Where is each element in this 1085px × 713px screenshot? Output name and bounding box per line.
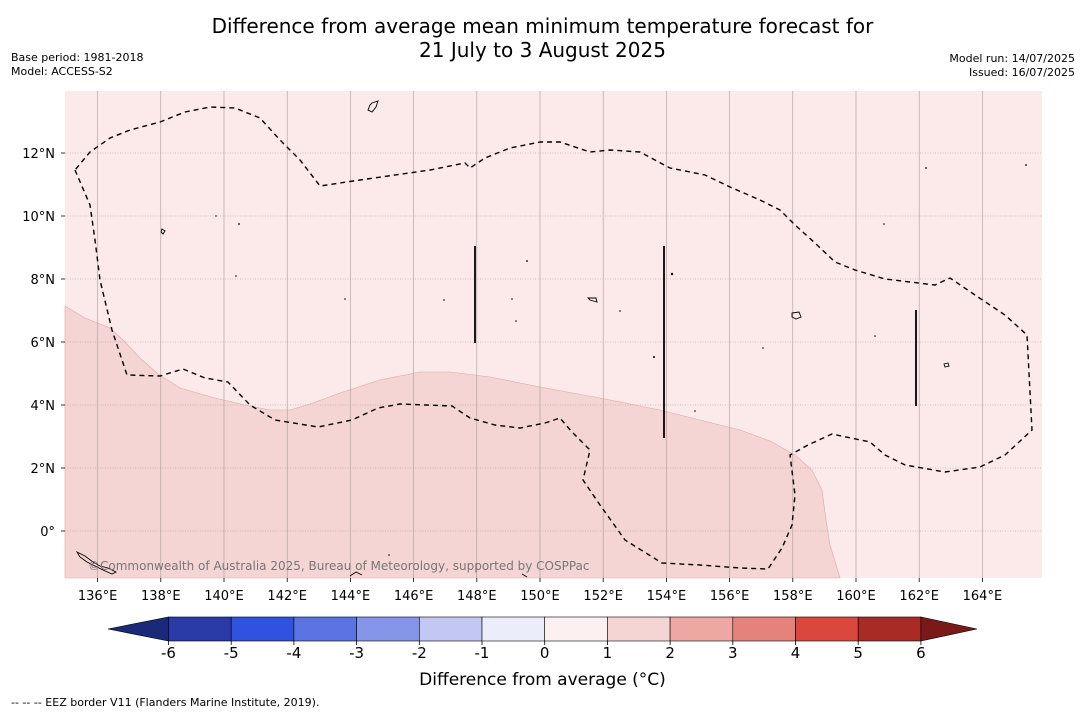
- islet: [215, 215, 217, 217]
- lon-label: 148°E: [457, 589, 497, 604]
- eez-footnote: -- -- -- EEZ border V11 (Flanders Marine…: [11, 696, 320, 709]
- islet: [762, 347, 764, 349]
- copyright-notice: ©Commonwealth of Australia 2025, Bureau …: [88, 559, 590, 573]
- colorbar-segment: [481, 616, 546, 642]
- meta-left: Base period: 1981-2018 Model: ACCESS-S2: [11, 51, 143, 79]
- colorbar-label: 0: [540, 644, 550, 662]
- colorbar-low-extend: [107, 616, 169, 642]
- model-name: Model: ACCESS-S2: [11, 65, 113, 78]
- islet: [235, 275, 237, 277]
- colorbar-label: -3: [349, 644, 364, 662]
- lat-label: 12°N: [22, 147, 55, 162]
- colorbar-segment: [857, 616, 922, 642]
- colorbar-segment: [795, 616, 859, 642]
- title-line-2: 21 July to 3 August 2025: [419, 38, 666, 62]
- island-admiralty-fragment: [349, 571, 363, 577]
- model-run: Model run: 14/07/2025: [949, 52, 1075, 65]
- islet: [1025, 164, 1027, 166]
- colorbar-label: 3: [728, 644, 738, 662]
- latitude-labels: 12°N 10°N 8°N 6°N 4°N 2°N 0°: [22, 147, 65, 540]
- colorbar-segment: [669, 616, 734, 642]
- colorbar-segment: [293, 616, 357, 642]
- lon-label: 152°E: [583, 589, 623, 604]
- islet: [443, 299, 445, 301]
- island-pohnpei: [791, 311, 802, 320]
- colorbar-segment: [732, 616, 796, 642]
- lon-label: 140°E: [204, 589, 244, 604]
- lat-label: 2°N: [31, 462, 56, 477]
- colorbar-label: -6: [161, 644, 176, 662]
- lon-label: 146°E: [394, 589, 434, 604]
- lat-label: 8°N: [31, 273, 56, 288]
- lon-label: 158°E: [773, 589, 813, 604]
- island-kosrae: [943, 362, 950, 368]
- island-yap: [160, 228, 166, 235]
- colorbar-label: -5: [224, 644, 239, 662]
- colorbar-segment: [230, 616, 295, 642]
- islet: [619, 310, 621, 312]
- lat-label: 10°N: [22, 210, 55, 225]
- islet: [883, 223, 885, 225]
- map-title: Difference from average mean minimum tem…: [0, 14, 1085, 62]
- islet: [238, 223, 240, 225]
- colorbar-label: 5: [853, 644, 863, 662]
- island-bismarck-fragment: [521, 573, 528, 578]
- colorbar-segment: [418, 616, 483, 642]
- meta-right: Model run: 14/07/2025 Issued: 16/07/2025: [949, 52, 1075, 80]
- lon-label: 138°E: [141, 589, 181, 604]
- islet: [653, 356, 655, 358]
- colorbar-label: -4: [286, 644, 301, 662]
- lon-label: 144°E: [331, 589, 371, 604]
- islet: [694, 410, 696, 412]
- lon-label: 160°E: [836, 589, 876, 604]
- islet: [344, 298, 346, 300]
- colorbar-segment: [544, 616, 608, 642]
- colorbar-title: Difference from average (°C): [419, 670, 666, 690]
- colorbar-label: -1: [475, 644, 490, 662]
- islet: [511, 298, 513, 300]
- colorbar-segment: [168, 616, 232, 642]
- lon-label: 162°E: [899, 589, 939, 604]
- colorbar-label: 2: [665, 644, 675, 662]
- colorbar-segment: [356, 616, 420, 642]
- lon-label: 142°E: [267, 589, 307, 604]
- islet: [874, 335, 876, 337]
- lon-label: 154°E: [647, 589, 687, 604]
- island-guam: [367, 100, 379, 113]
- colorbar: -6 -5 -4 -3 -2 -1 0 1 2 3 4 5 6: [107, 616, 978, 662]
- islet: [526, 260, 528, 262]
- island-chuuk: [586, 297, 598, 303]
- colorbar-label: 6: [916, 644, 926, 662]
- islet: [925, 167, 927, 169]
- lat-label: 4°N: [31, 399, 56, 414]
- lon-label: 164°E: [963, 589, 1003, 604]
- islet: [515, 320, 517, 322]
- title-line-1: Difference from average mean minimum tem…: [211, 14, 874, 38]
- island-png-coast: [75, 550, 118, 575]
- colorbar-high-extend: [920, 616, 978, 642]
- lat-label: 6°N: [31, 336, 56, 351]
- longitude-labels: 136°E 138°E 140°E 142°E 144°E 146°E 148°E 150°E…: [78, 578, 1002, 604]
- colorbar-segment: [607, 616, 671, 642]
- lat-label: 0°: [40, 525, 55, 540]
- islet-dots: [215, 164, 1027, 556]
- island-outlines: [75, 100, 950, 578]
- lon-label: 156°E: [710, 589, 750, 604]
- base-period: Base period: 1981-2018: [11, 51, 144, 64]
- colorbar-label: -2: [412, 644, 427, 662]
- lon-label: 150°E: [520, 589, 560, 604]
- lon-label: 136°E: [78, 589, 118, 604]
- islet: [670, 272, 674, 276]
- issue-date: Issued: 16/07/2025: [968, 66, 1075, 79]
- anomaly-region-1-2: [64, 305, 841, 579]
- colorbar-label: 1: [603, 644, 613, 662]
- eez-border-line: [74, 106, 1033, 570]
- islet: [388, 554, 390, 556]
- colorbar-label: 4: [791, 644, 801, 662]
